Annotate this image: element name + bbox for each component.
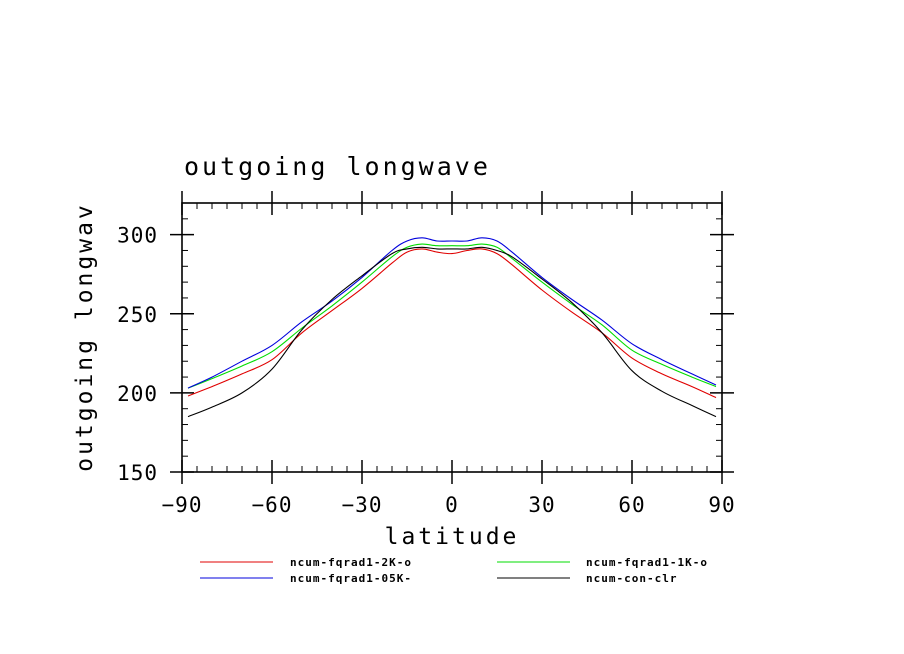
x-tick-label: −90 [162, 493, 203, 517]
y-axis-label: outgoing longwav [72, 202, 98, 472]
legend: ncum-fqrad1-2K-o ncum-fqrad1-1K-o ncum-fqr… [200, 556, 708, 585]
x-tick-label: 90 [708, 493, 735, 517]
chart-title: outgoing longwave [184, 152, 491, 181]
series-line-ncum-fqrad1-05K- [187, 237, 717, 389]
legend-label: ncum-con-clr [586, 572, 677, 585]
x-tick-label: 60 [618, 493, 645, 517]
x-tick-label: −30 [342, 493, 383, 517]
series-line-ncum-fqrad1-1K-o [187, 243, 717, 389]
y-tick-label: 300 [117, 224, 158, 248]
legend-label: ncum-fqrad1-05K- [290, 572, 412, 585]
series-lines [187, 237, 717, 418]
y-tick-label: 250 [117, 303, 158, 327]
x-tick-label: −60 [252, 493, 293, 517]
y-tick-label: 200 [117, 382, 158, 406]
x-axis-label: latitude [385, 524, 520, 550]
x-tick-label: 0 [445, 493, 459, 517]
legend-label: ncum-fqrad1-1K-o [586, 556, 708, 569]
y-tick-label: 150 [117, 461, 158, 485]
axes: −90 −60 −30 0 30 60 90 150 200 250 300 [117, 191, 735, 517]
plot-frame [181, 202, 723, 473]
x-tick-label: 30 [528, 493, 555, 517]
legend-label: ncum-fqrad1-2K-o [290, 556, 412, 569]
series-line-ncum-con-clr [187, 246, 717, 418]
